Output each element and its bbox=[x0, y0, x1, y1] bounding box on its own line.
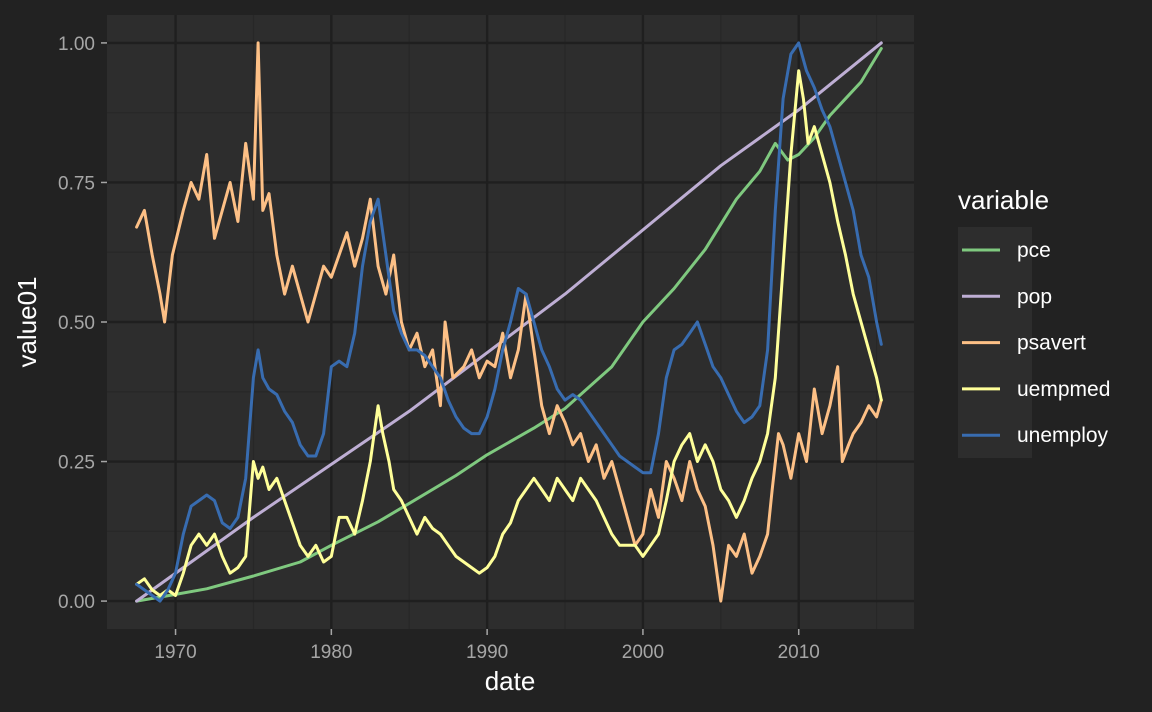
legend-label-psavert: psavert bbox=[1017, 332, 1086, 355]
y-tick-label: 0.00 bbox=[58, 592, 95, 613]
y-axis-title: value01 bbox=[12, 276, 42, 367]
y-tick-label: 1.00 bbox=[58, 34, 95, 55]
series-line-psavert bbox=[135, 41, 883, 603]
x-axis: 1970 1980 1990 2000 2010 bbox=[154, 629, 820, 663]
legend-title: variable bbox=[958, 185, 1049, 215]
legend-label-pop: pop bbox=[1017, 285, 1052, 308]
y-tick-label: 0.25 bbox=[58, 453, 95, 474]
series-lines bbox=[135, 41, 883, 603]
series-line-pop bbox=[135, 41, 883, 603]
x-tick-label: 1980 bbox=[310, 642, 352, 663]
y-tick-label: 0.75 bbox=[58, 173, 95, 194]
x-axis-title: date bbox=[485, 666, 536, 696]
y-tick-label: 0.50 bbox=[58, 313, 95, 334]
series-line-unemploy bbox=[135, 41, 883, 603]
x-tick-label: 2010 bbox=[778, 642, 820, 663]
y-axis: 0.00 0.25 0.50 0.75 1.00 bbox=[58, 34, 107, 613]
x-tick-label: 1990 bbox=[466, 642, 508, 663]
series-line-uempmed bbox=[135, 69, 883, 597]
legend-label-uempmed: uempmed bbox=[1017, 378, 1110, 401]
x-tick-label: 1970 bbox=[154, 642, 196, 663]
legend-label-pce: pce bbox=[1017, 239, 1051, 262]
legend-label-unemploy: unemploy bbox=[1017, 424, 1109, 447]
minor-gridlines bbox=[107, 15, 914, 629]
series-line-pce bbox=[135, 47, 883, 603]
legend-items: pce pop psavert uempmed unemploy bbox=[962, 239, 1110, 447]
legend: variable pce pop psavert uempmed unemploy bbox=[958, 185, 1110, 458]
x-tick-label: 2000 bbox=[622, 642, 664, 663]
